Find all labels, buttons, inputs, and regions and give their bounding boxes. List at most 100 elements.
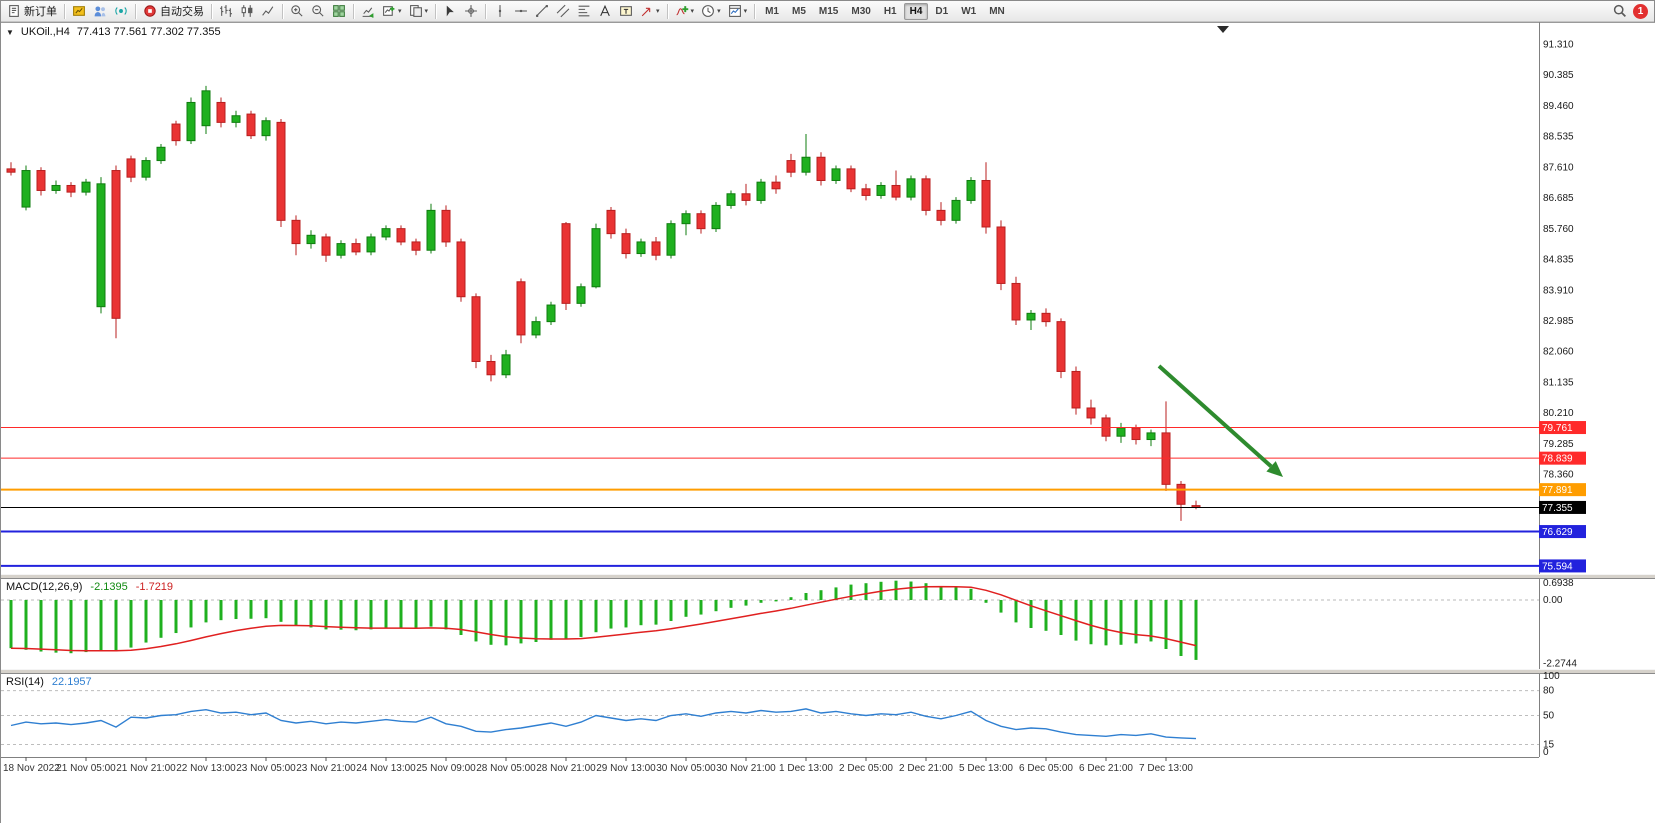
candlestick-chart-icon <box>240 4 254 18</box>
timeframe-D1[interactable]: D1 <box>935 5 949 17</box>
new-order-button[interactable]: 新订单 <box>4 2 60 20</box>
candle-body <box>216 101 226 123</box>
candle-body <box>636 241 646 255</box>
bar-chart-button[interactable] <box>216 2 236 20</box>
panel-separator[interactable] <box>1 574 1655 579</box>
search-button[interactable] <box>1610 2 1630 20</box>
price-tag <box>1539 451 1586 465</box>
candle-body <box>396 228 406 243</box>
dropdown-caret-icon[interactable]: ▾ <box>690 8 695 15</box>
timeframe-M1[interactable]: M1 <box>765 5 779 17</box>
price-axis-label: 86.685 <box>1543 193 1574 204</box>
dropdown-caret-icon[interactable]: ▾ <box>656 8 660 15</box>
time-axis-label: 18 Nov 2022 <box>3 763 60 774</box>
horizontal-line-button[interactable] <box>511 2 531 20</box>
text-label-button[interactable] <box>616 2 636 20</box>
candle-body <box>876 184 886 196</box>
timeframe-W1[interactable]: W1 <box>961 5 977 17</box>
toolbar-separator <box>135 3 136 19</box>
navigator-button[interactable] <box>111 2 131 20</box>
crosshair-button[interactable] <box>461 2 481 20</box>
rsi-axis-label: 50 <box>1543 711 1555 722</box>
dropdown-caret-icon[interactable]: ▾ <box>717 8 721 15</box>
price-tag <box>1539 500 1586 514</box>
macd-axis-label: -2.2744 <box>1543 659 1577 670</box>
timeframe-M30[interactable]: M30 <box>851 5 871 17</box>
arrows-button[interactable]: ▾ <box>637 2 663 20</box>
price-tag-label: 79.761 <box>1542 423 1573 434</box>
scroll-chart-button[interactable] <box>358 2 378 20</box>
timeframe-MN[interactable]: MN <box>989 5 1005 17</box>
time-axis-label: 28 Nov 21:00 <box>536 763 596 774</box>
dropdown-caret-icon[interactable]: ▾ <box>398 8 402 15</box>
candle-body <box>36 170 46 191</box>
time-axis-label: 22 Nov 13:00 <box>176 763 236 774</box>
candlestick-chart-button[interactable] <box>237 2 257 20</box>
time-axis-label: 7 Dec 13:00 <box>1139 763 1193 774</box>
periods-button[interactable]: ▾ <box>698 2 724 20</box>
timeframe-H4[interactable]: H4 <box>903 2 929 20</box>
scroll-chart-icon <box>361 4 375 18</box>
text-button[interactable] <box>595 2 615 20</box>
tile-windows-button[interactable] <box>329 2 349 20</box>
price-tag <box>1539 421 1586 435</box>
timeframe-M5[interactable]: M5 <box>792 5 806 17</box>
line-chart-button[interactable] <box>258 2 278 20</box>
dropdown-caret-icon[interactable]: ▾ <box>424 8 429 15</box>
vertical-line-button[interactable] <box>490 2 510 20</box>
timeframe-M15[interactable]: M15 <box>818 5 839 17</box>
fibonacci-button[interactable] <box>574 2 594 20</box>
channel-icon <box>556 4 570 18</box>
zoom-out-icon <box>311 4 325 18</box>
toolbar-separator <box>666 3 668 19</box>
time-axis-label: 5 Dec 13:00 <box>959 763 1013 774</box>
trend-annotation-arrow[interactable] <box>1157 364 1273 468</box>
crosshair-icon <box>464 4 478 18</box>
candle-body <box>111 170 121 319</box>
price-axis-label: 91.310 <box>1543 40 1574 51</box>
new-chart-button[interactable]: ▾ <box>379 2 405 20</box>
zoom-out-button[interactable] <box>308 2 328 20</box>
candle-body <box>861 188 871 196</box>
price-axis-label: 89.460 <box>1543 101 1574 112</box>
one-click-trading-toggle[interactable]: ▼ <box>6 27 14 37</box>
timeframe-H1[interactable]: H1 <box>883 5 897 17</box>
time-axis-label: 2 Dec 21:00 <box>899 763 953 774</box>
candle-body <box>996 226 1006 284</box>
zoom-in-button[interactable] <box>287 2 307 20</box>
chart-window[interactable]: 91.310 90.385 89.460 88.535 87.610 86.685 85.7… <box>1 22 1655 823</box>
candle-body <box>471 296 481 362</box>
new-order-button-label: 新订单 <box>24 6 57 18</box>
candle-body <box>741 193 751 201</box>
trendline-button[interactable] <box>532 2 552 20</box>
candle-body <box>291 219 301 245</box>
templates-button[interactable]: ▾ <box>725 2 751 20</box>
rsi-value: 22.1957 <box>51 676 92 688</box>
chart-canvas[interactable]: 91.310 90.385 89.460 88.535 87.610 86.685 85.7… <box>1 22 1655 823</box>
autotrading-button[interactable]: 自动交易 <box>140 2 207 20</box>
dropdown-caret-icon[interactable]: ▾ <box>743 8 748 15</box>
candle-body <box>246 113 256 137</box>
candle-body <box>561 223 571 304</box>
autotrading-button-label: 自动交易 <box>160 6 204 18</box>
indicators-button[interactable]: ▾ <box>672 2 698 20</box>
candle-body <box>681 213 691 225</box>
time-axis-label: 24 Nov 13:00 <box>356 763 416 774</box>
candle-body <box>186 101 196 142</box>
macd-name: MACD(12,26,9) <box>6 581 83 593</box>
rsi-indicator-label: RSI(14) 22.1957 <box>6 676 92 688</box>
candle-body <box>321 236 331 256</box>
chart-shift-marker[interactable] <box>1217 26 1229 33</box>
market-watch-button[interactable] <box>69 2 89 20</box>
data-window-icon <box>93 4 107 18</box>
channel-button[interactable] <box>553 2 573 20</box>
candle-body <box>126 158 136 178</box>
profiles-button[interactable]: ▾ <box>406 2 432 20</box>
cursor-button[interactable] <box>440 2 460 20</box>
notification-badge[interactable]: 1 <box>1633 3 1648 19</box>
data-window-button[interactable] <box>90 2 110 20</box>
candle-body <box>306 234 316 245</box>
panel-separator[interactable] <box>1 669 1655 674</box>
candle-body <box>276 121 286 221</box>
